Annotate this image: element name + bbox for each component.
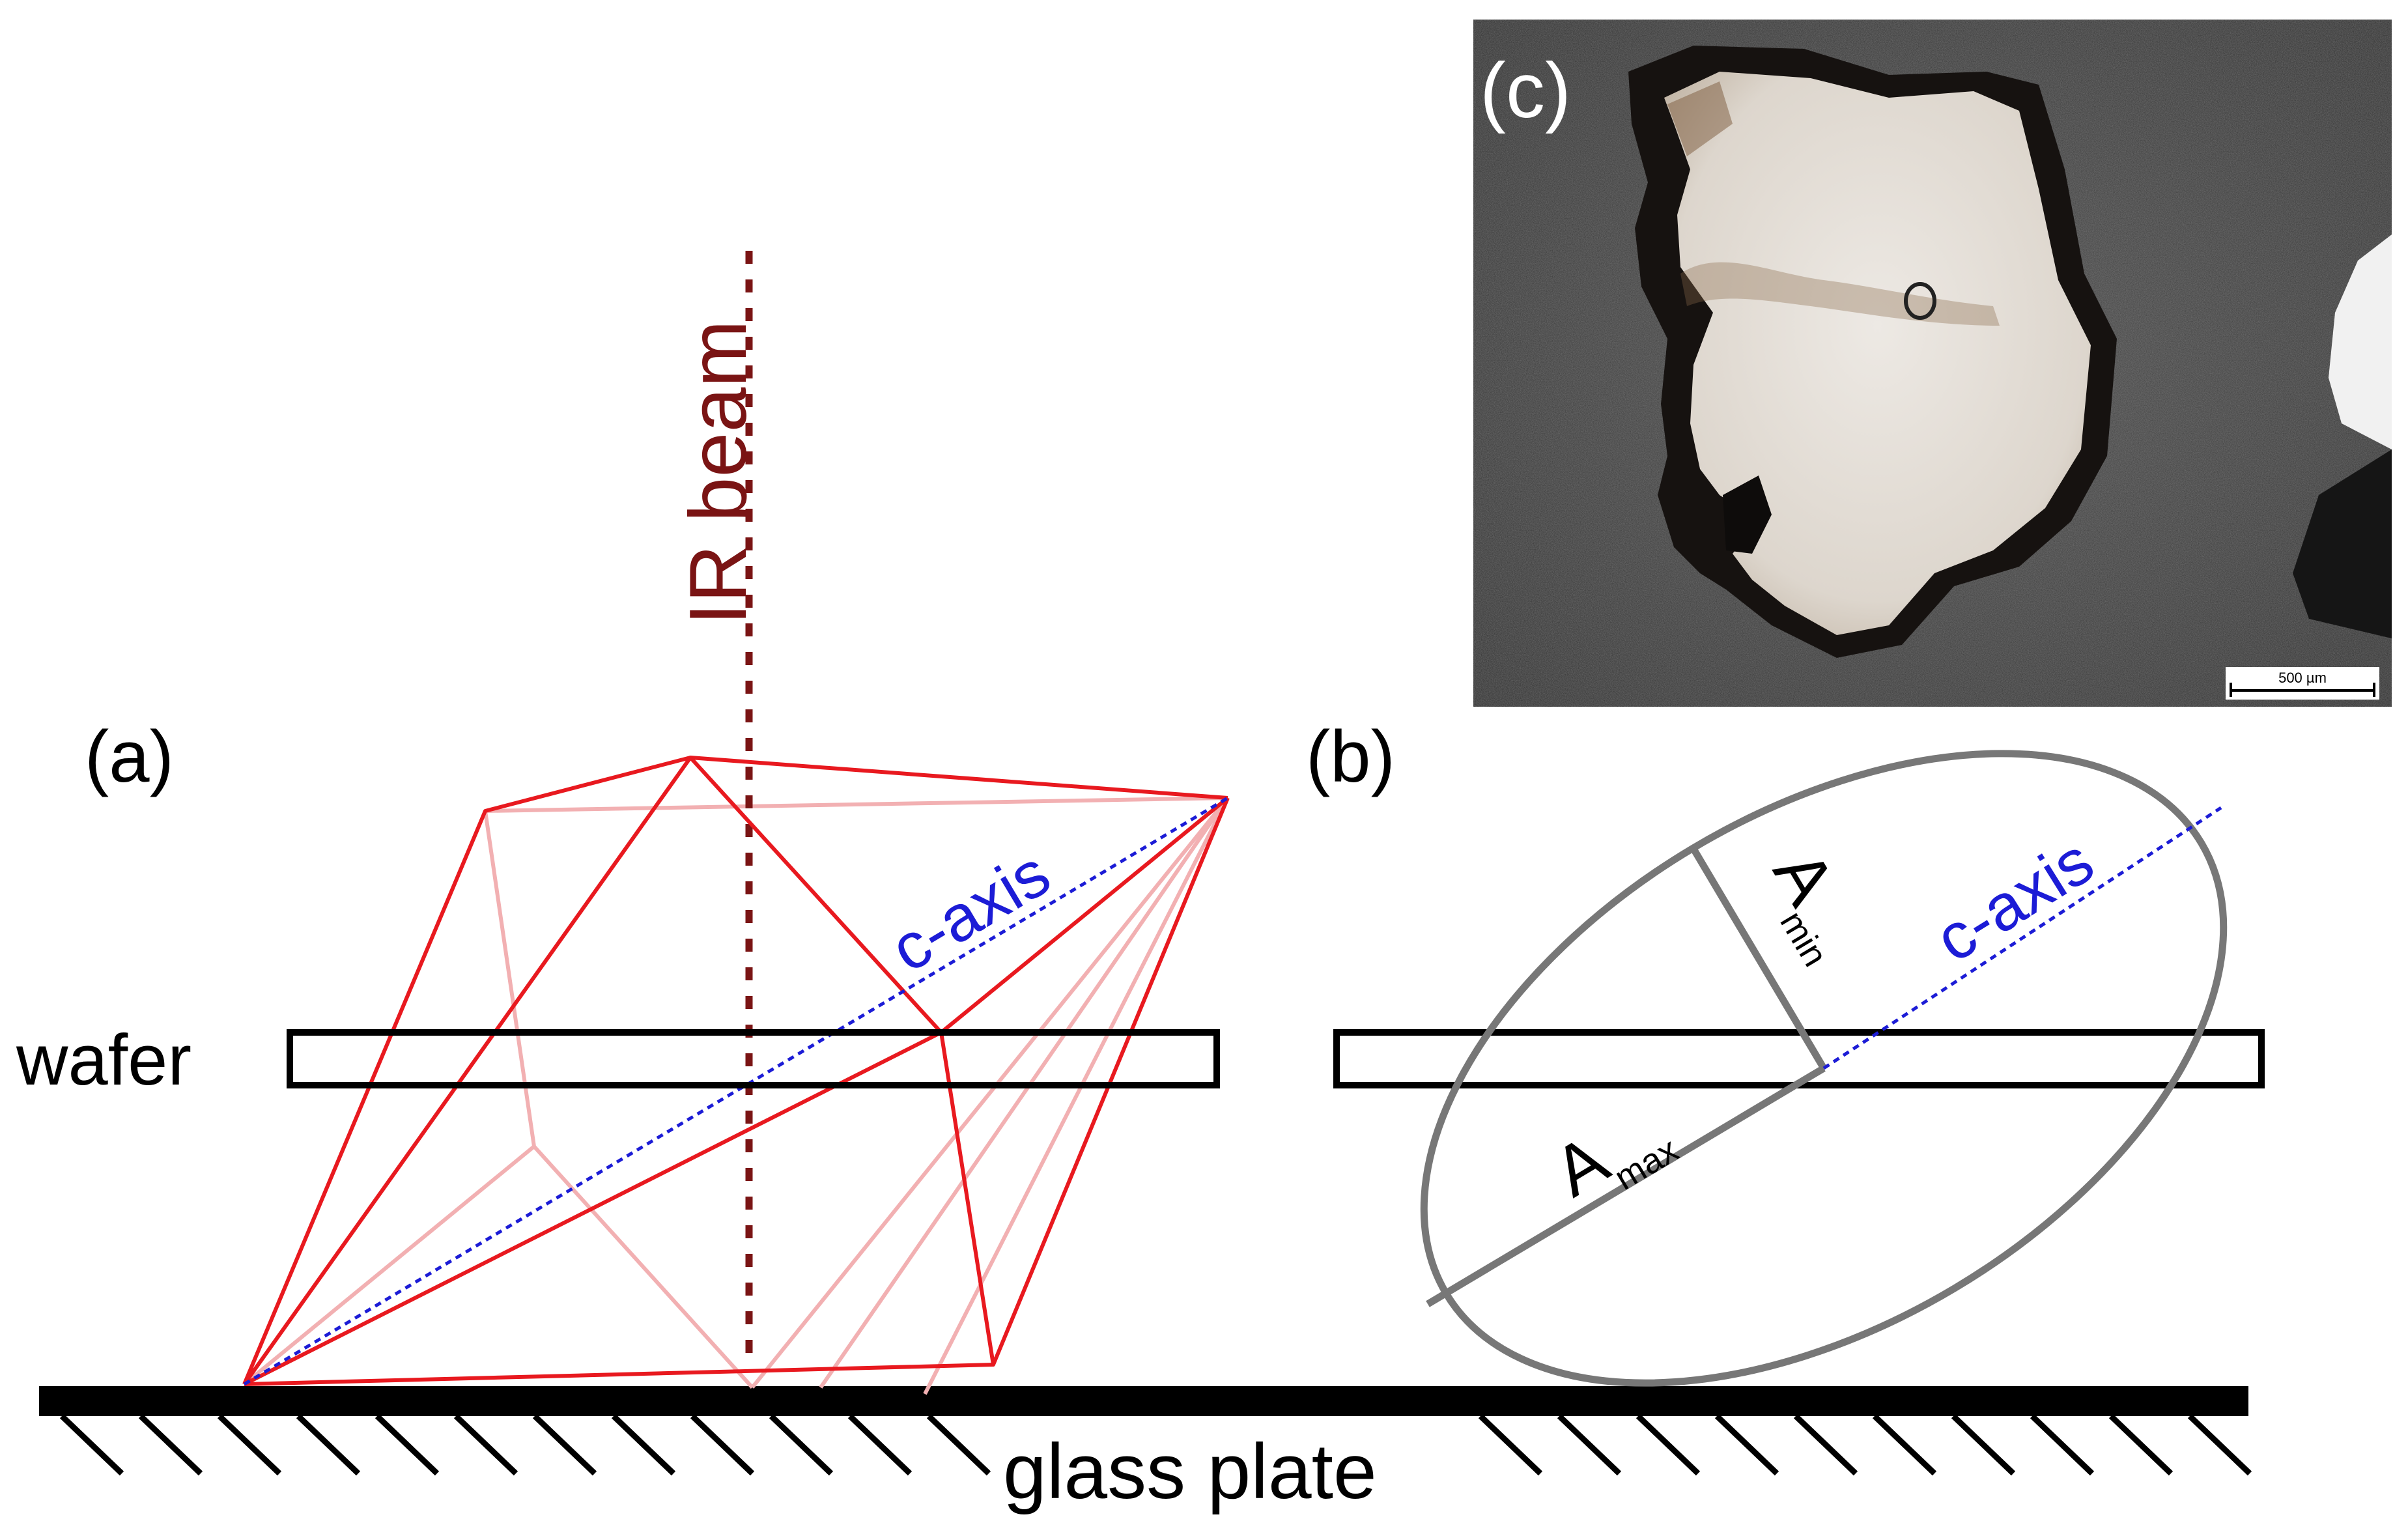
a-min-label: A min xyxy=(1759,837,1850,973)
hatch-line xyxy=(1714,1413,1779,1476)
hatch-line xyxy=(453,1413,518,1476)
hatch-line xyxy=(690,1413,755,1476)
hatch-line xyxy=(532,1413,597,1476)
c-axis-label-a: c-axis xyxy=(879,836,1062,986)
a-min-line xyxy=(1690,847,1827,1070)
c-axis-label-b: c-axis xyxy=(1923,824,2106,976)
c-axis-line-a xyxy=(243,796,1229,1386)
hatch-line xyxy=(926,1413,991,1476)
hatch-line xyxy=(847,1413,913,1476)
hatch-line xyxy=(2187,1413,2252,1476)
hatch-line xyxy=(1636,1413,1701,1476)
hatch-line xyxy=(217,1413,282,1476)
hatch-line xyxy=(138,1413,203,1476)
panel-c-label: (c) xyxy=(1480,47,1571,134)
wafer-label: wafer xyxy=(16,1020,191,1100)
hatch-line xyxy=(1872,1413,1937,1476)
scale-bar: 500 µm xyxy=(2226,667,2379,700)
hatch-line xyxy=(769,1413,834,1476)
hatch-line xyxy=(2030,1413,2095,1476)
hatch-line xyxy=(296,1413,361,1476)
c-axis-line-b xyxy=(1822,806,2222,1070)
hatch-line xyxy=(2108,1413,2174,1476)
adjacent-grain xyxy=(2329,234,2392,449)
hatch-line xyxy=(1478,1413,1543,1476)
glass-plate-hatching xyxy=(59,1413,2252,1476)
hatch-line xyxy=(59,1413,124,1476)
hatch-line xyxy=(1793,1413,1858,1476)
a-max-label: A max xyxy=(1540,1120,1685,1212)
panel-a-label: (a) xyxy=(85,716,174,797)
glass-plate: glass plate xyxy=(39,1386,2252,1518)
panel-a: (a) IR beam c-axis wafer xyxy=(16,251,1230,1395)
wafer-a xyxy=(287,1029,1220,1088)
hatch-line xyxy=(611,1413,676,1476)
crystal-hidden-edges xyxy=(243,796,1230,1395)
hatch-line xyxy=(375,1413,440,1476)
ir-beam-label: IR beam xyxy=(673,320,763,625)
glass-plate-label: glass plate xyxy=(1003,1428,1377,1515)
panel-b-label: (b) xyxy=(1306,716,1395,797)
crystal-grain xyxy=(1664,72,2091,635)
panel-c-photo: 500 µm (c) xyxy=(1473,20,2392,707)
hatch-line xyxy=(1951,1413,2016,1476)
hatch-line xyxy=(1557,1413,1622,1476)
crystal-front-edges xyxy=(242,756,1230,1386)
scale-bar-label: 500 µm xyxy=(2278,670,2327,686)
panel-b: (b) A min A max c-axis xyxy=(1306,716,2265,1387)
a-max-line xyxy=(1426,1065,1826,1307)
